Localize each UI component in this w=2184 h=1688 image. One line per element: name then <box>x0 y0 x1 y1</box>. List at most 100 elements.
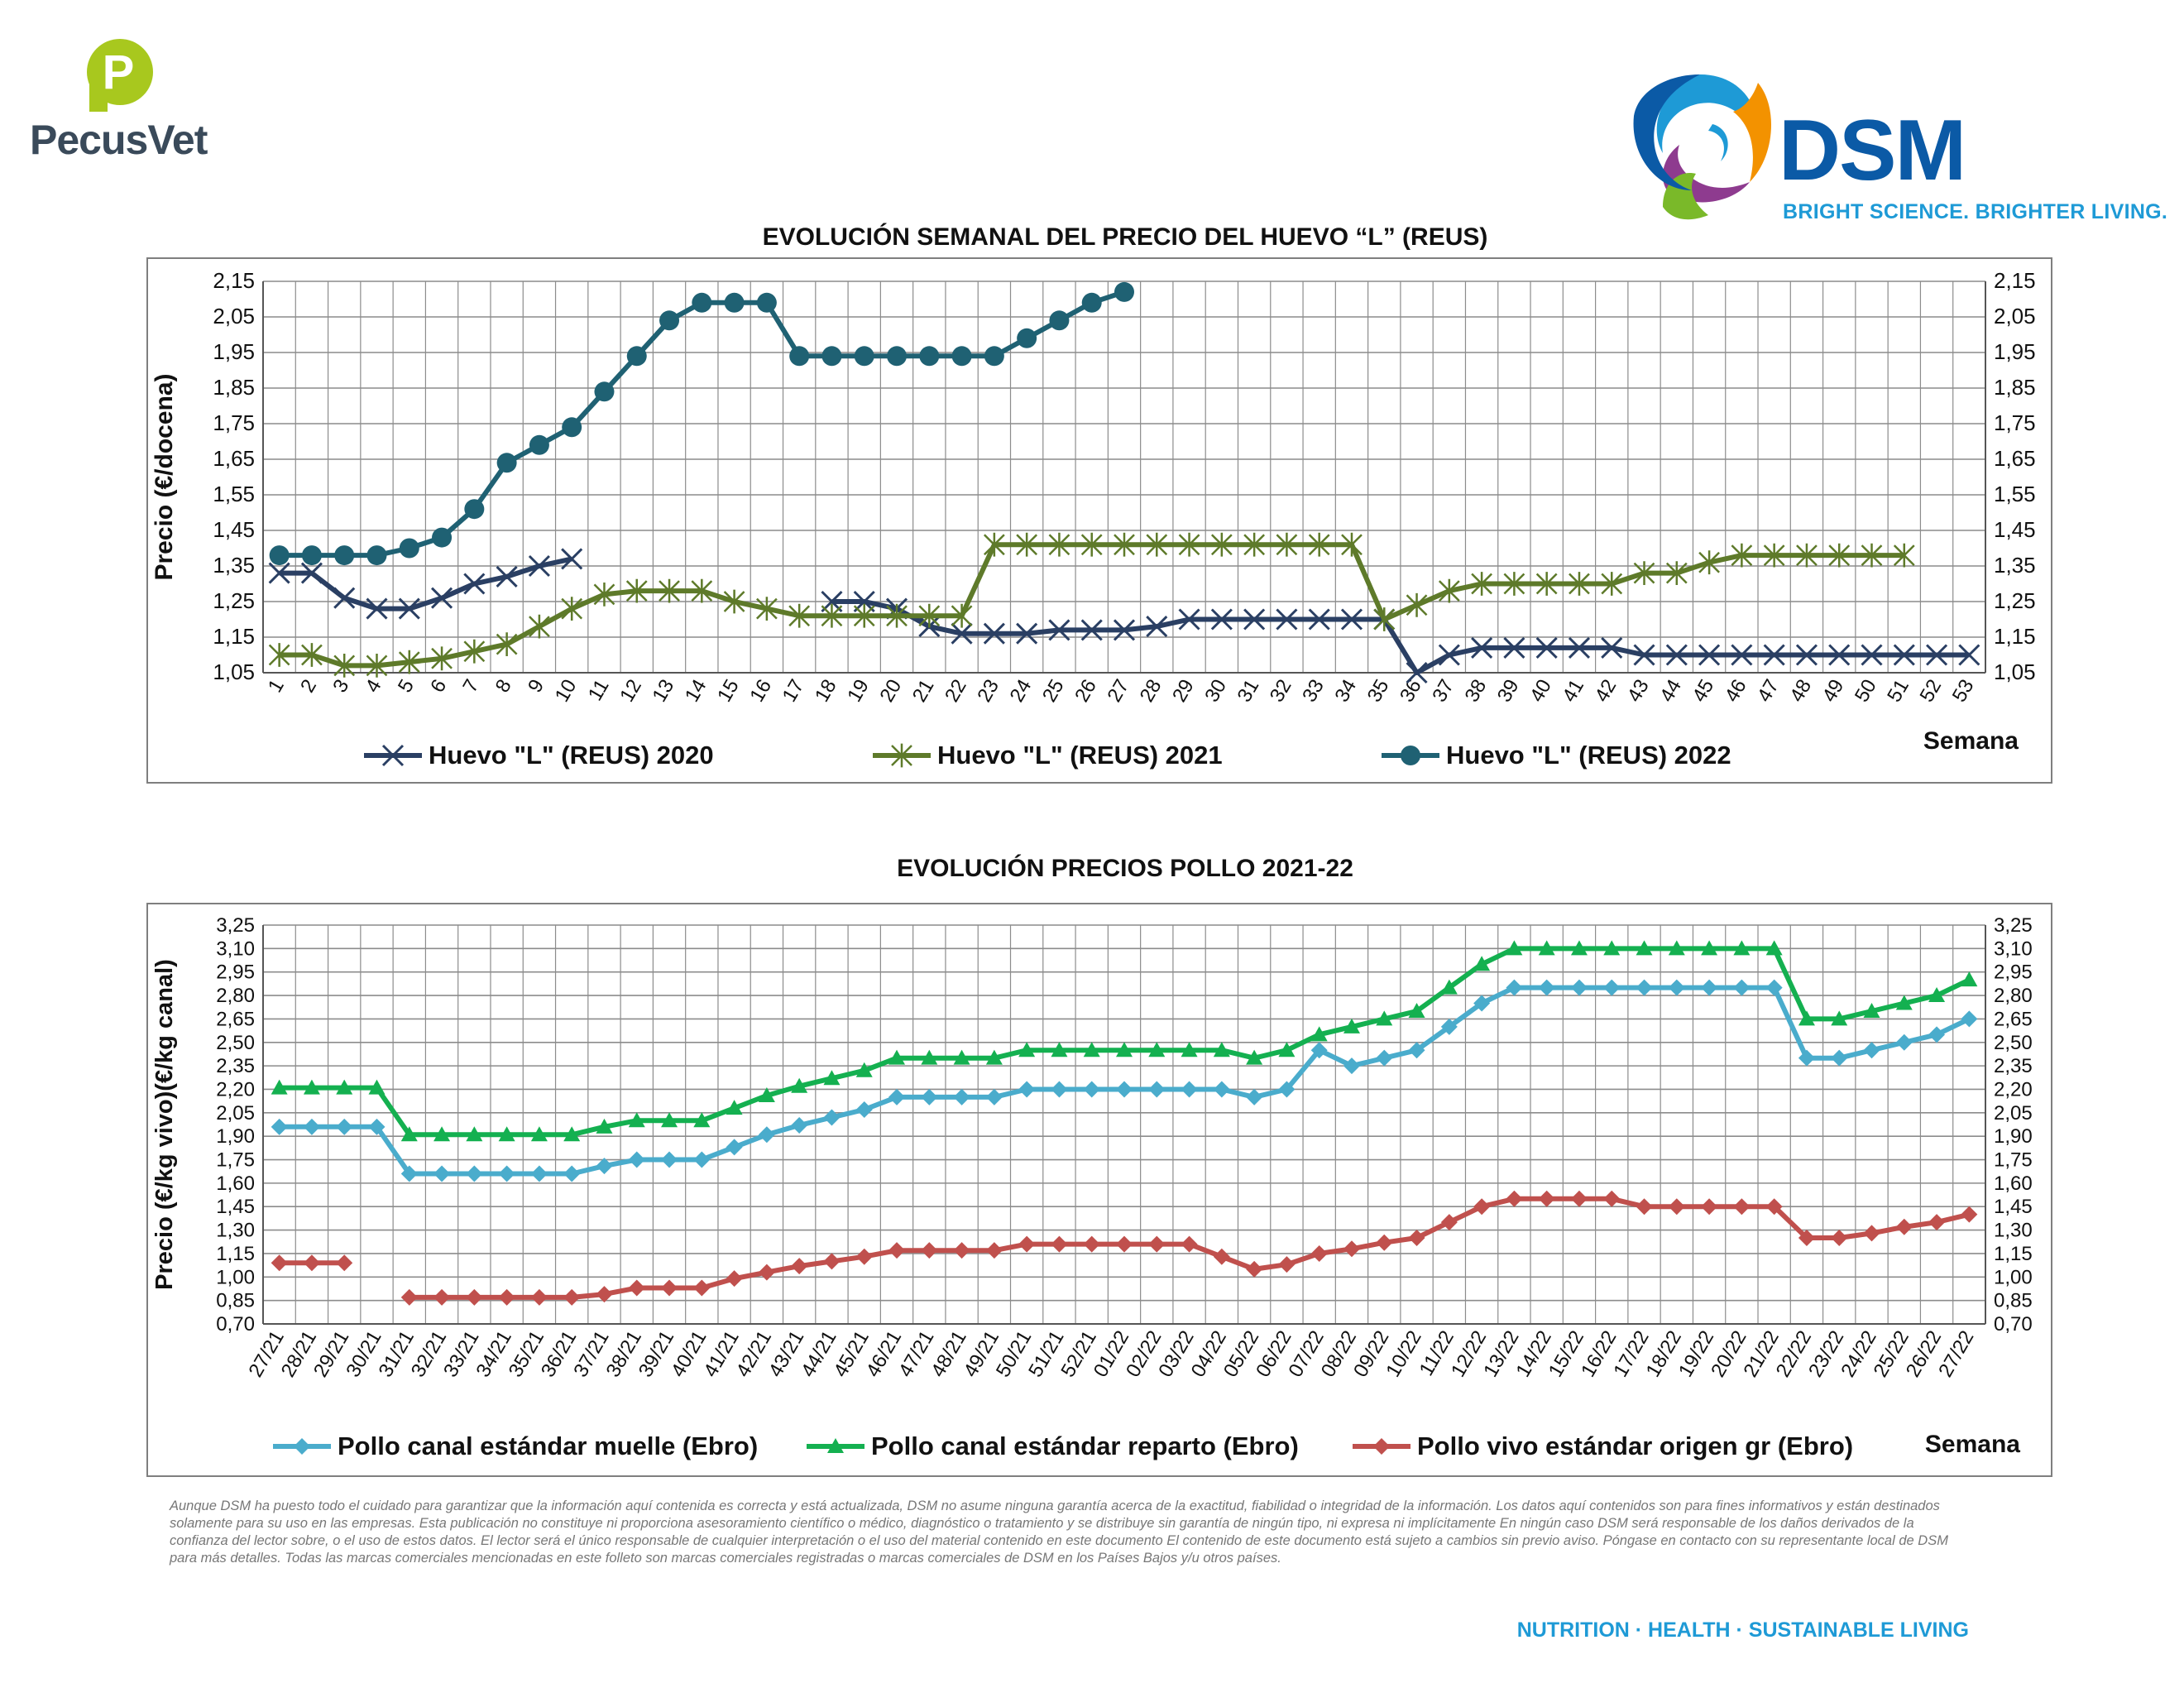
data-point <box>1665 644 1688 666</box>
data-point <box>1310 1026 1328 1042</box>
x-tick-label: 32 <box>1266 676 1296 707</box>
data-point <box>823 1253 841 1270</box>
data-point <box>1243 608 1266 631</box>
x-tick-label: 4 <box>362 676 386 697</box>
data-point <box>1765 1198 1783 1216</box>
x-tick-label: 48 <box>1785 676 1816 707</box>
data-point <box>271 1254 288 1272</box>
data-point <box>1243 532 1266 557</box>
data-point <box>1408 1002 1425 1018</box>
data-point <box>1276 608 1298 631</box>
x-tick-label: 47 <box>1753 676 1784 707</box>
data-point <box>853 603 875 628</box>
data-point <box>1017 328 1037 348</box>
data-point <box>1895 1218 1913 1235</box>
data-point <box>791 1258 808 1275</box>
data-point <box>1213 1042 1230 1057</box>
data-point <box>301 545 322 566</box>
data-point <box>1765 940 1783 956</box>
data-point <box>1213 1081 1230 1098</box>
data-point <box>1665 561 1688 585</box>
data-point <box>1668 1198 1685 1216</box>
data-point <box>921 1049 938 1065</box>
data-point <box>466 1126 483 1142</box>
data-point <box>1601 572 1623 596</box>
data-point <box>1471 572 1492 596</box>
data-point <box>1698 550 1720 575</box>
data-point <box>1276 532 1298 557</box>
y-tick-label-right: 2,35 <box>1994 1055 2033 1077</box>
x-tick-label: 13 <box>648 676 678 707</box>
data-point <box>594 381 615 402</box>
data-point <box>1861 543 1883 568</box>
egg-chart-title: EVOLUCIÓN SEMANAL DEL PRECIO DEL HUEVO “… <box>762 223 1488 251</box>
y-tick-label: 0,85 <box>216 1290 255 1312</box>
data-point <box>723 589 745 614</box>
data-point <box>1831 1049 1848 1067</box>
data-point <box>464 499 485 520</box>
data-point <box>271 1118 288 1135</box>
series-0 <box>268 548 1980 684</box>
data-point <box>1506 940 1523 956</box>
x-tick-label: 39 <box>1493 676 1524 707</box>
x-tick-label: 50 <box>1851 676 1881 707</box>
data-point <box>1310 1244 1328 1262</box>
data-point <box>1863 1042 1880 1059</box>
series-line <box>279 946 1971 1138</box>
chart-frame <box>146 903 2052 1477</box>
data-point <box>433 1126 451 1142</box>
y-tick-label-right: 1,05 <box>1994 659 2036 684</box>
data-point <box>758 1126 775 1144</box>
data-point <box>333 654 356 678</box>
data-point <box>1181 1235 1198 1253</box>
data-point <box>1928 987 1946 1003</box>
data-point <box>823 1070 841 1086</box>
y-tick-label-right: 1,45 <box>1994 1196 2033 1218</box>
data-point <box>1893 543 1915 568</box>
data-point <box>1636 940 1653 956</box>
y-tick-label: 2,95 <box>216 961 255 984</box>
data-point <box>1376 1234 1393 1251</box>
y-tick-label: 1,95 <box>213 339 255 364</box>
y-tick-label-right: 1,15 <box>1994 1243 2033 1265</box>
y-tick-label-right: 1,15 <box>1994 624 2036 649</box>
data-point <box>1210 532 1233 557</box>
y-tick-label: 3,10 <box>216 938 255 960</box>
x-tick-label: 46 <box>1721 676 1751 707</box>
data-point <box>1018 1081 1036 1098</box>
data-point <box>758 1264 775 1281</box>
chart-frame <box>146 257 2052 784</box>
data-point <box>1958 644 1980 666</box>
y-tick-label: 1,85 <box>213 375 255 400</box>
y-tick-label: 0,70 <box>216 1313 255 1336</box>
data-point <box>951 346 972 367</box>
data-point <box>300 562 323 584</box>
data-point <box>1406 661 1428 684</box>
data-point <box>983 532 1005 557</box>
y-tick-label: 2,80 <box>216 985 255 1007</box>
data-point <box>726 1270 743 1288</box>
data-point <box>596 1286 613 1303</box>
data-point <box>953 1049 970 1065</box>
data-point <box>985 1088 1003 1105</box>
data-point <box>1503 572 1525 596</box>
data-point <box>788 603 811 628</box>
y-tick-label-right: 1,65 <box>1994 446 2036 471</box>
data-point <box>1181 1081 1198 1098</box>
data-point <box>1116 1235 1133 1253</box>
data-point <box>628 1112 645 1128</box>
data-point <box>1603 940 1621 956</box>
x-tick-label: 40 <box>1525 676 1556 707</box>
y-tick-label: 1,25 <box>213 588 255 613</box>
data-point <box>1278 1256 1296 1273</box>
x-tick-label: 30 <box>1200 676 1231 707</box>
data-point <box>530 1126 548 1142</box>
data-point <box>1895 995 1913 1010</box>
data-point <box>1601 636 1623 659</box>
x-tick-label: 24 <box>1006 676 1037 707</box>
series-1 <box>271 940 1978 1142</box>
data-point <box>1114 281 1134 302</box>
data-point <box>1148 1081 1166 1098</box>
data-point <box>823 1109 841 1126</box>
pecusvet-wordmark: PecusVet <box>30 117 208 163</box>
